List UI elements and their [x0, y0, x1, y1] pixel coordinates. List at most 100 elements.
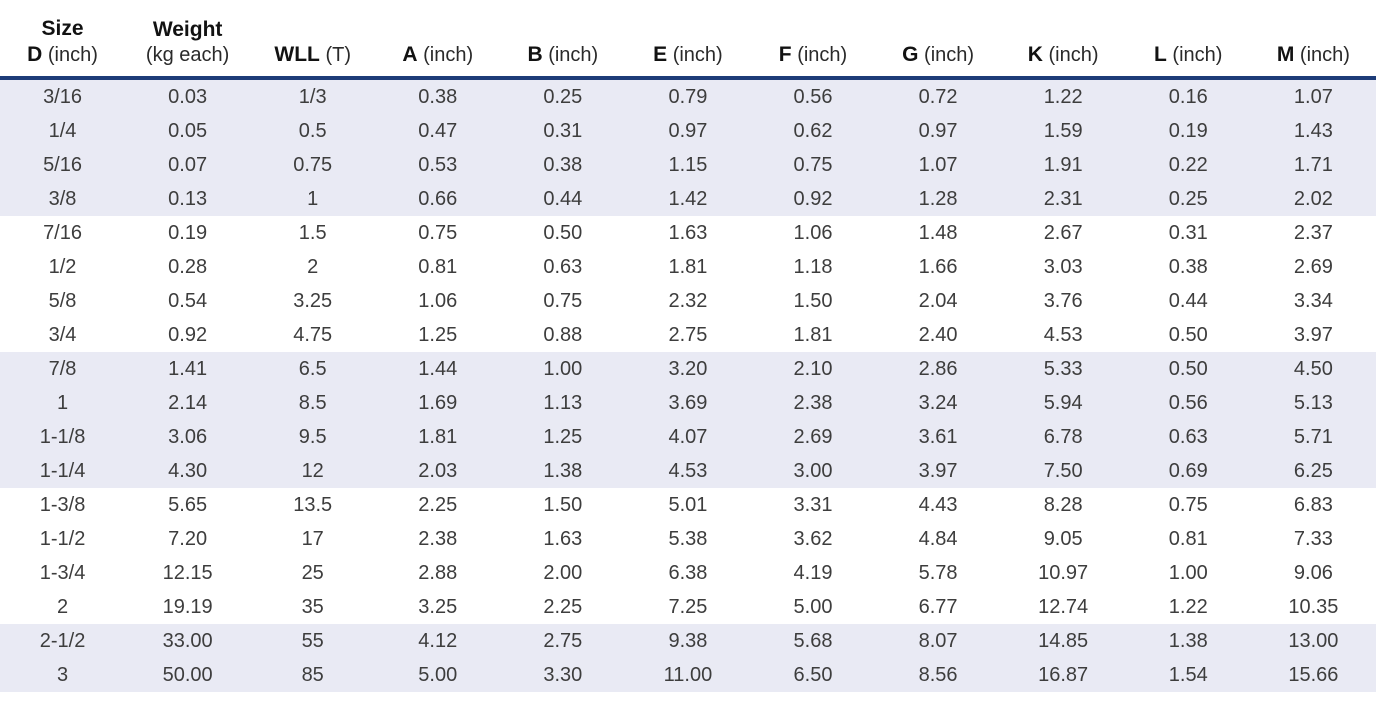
- table-cell: 8.07: [875, 624, 1001, 658]
- table-cell: 1/2: [0, 250, 126, 284]
- column-header-D: Size D (inch): [0, 0, 126, 80]
- table-cell: 5.71: [1250, 420, 1376, 454]
- table-cell: 2.38: [750, 386, 876, 420]
- table-cell: 4.30: [125, 454, 251, 488]
- table-row: 2 19.19 35 3.25 2.25 7.25 5.00 6.77 12.74 1.22 10.…: [0, 590, 1376, 624]
- table-cell: 5.00: [375, 658, 501, 692]
- table-cell: 0.75: [500, 284, 626, 318]
- table-cell: 1.59: [1000, 114, 1126, 148]
- table-cell: 2.40: [875, 318, 1001, 352]
- table-cell: 2.31: [1000, 182, 1126, 216]
- column-header-L: L (inch): [1125, 0, 1251, 80]
- table-cell: 0.19: [125, 216, 251, 250]
- table-cell: 0.79: [625, 78, 751, 114]
- column-header-A: A (inch): [375, 0, 501, 80]
- column-header-label: E (inch): [653, 42, 723, 66]
- table-cell: 1.71: [1250, 148, 1376, 182]
- table-cell: 6.25: [1250, 454, 1376, 488]
- table-cell: 0.25: [1125, 182, 1251, 216]
- table-cell: 1.81: [375, 420, 501, 454]
- column-header-WLL: WLL (T): [250, 0, 376, 80]
- table-cell: 5.38: [625, 522, 751, 556]
- table-cell: 0.19: [1125, 114, 1251, 148]
- table-cell: 3.25: [375, 590, 501, 624]
- table-row: 1-3/8 5.65 13.5 2.25 1.50 5.01 3.31 4.43 8.28 0.7…: [0, 488, 1376, 522]
- table-cell: 2.32: [625, 284, 751, 318]
- table-cell: 0.75: [375, 216, 501, 250]
- table-cell: 1-1/2: [0, 522, 126, 556]
- table-cell: 3.31: [750, 488, 876, 522]
- table-cell: 3.61: [875, 420, 1001, 454]
- table-cell: 0.38: [500, 148, 626, 182]
- table-cell: 0.81: [375, 250, 501, 284]
- table-cell: 25: [250, 556, 376, 590]
- table-cell: 3.00: [750, 454, 876, 488]
- table-cell: 2.37: [1250, 216, 1376, 250]
- table-cell: 3.30: [500, 658, 626, 692]
- table-cell: 1.25: [500, 420, 626, 454]
- table-cell: 2.25: [375, 488, 501, 522]
- table-cell: 1.66: [875, 250, 1001, 284]
- table-row: 1 2.14 8.5 1.69 1.13 3.69 2.38 3.24 5.94 0.56 5.13: [0, 386, 1376, 420]
- table-cell: 5.78: [875, 556, 1001, 590]
- table-cell: 3.62: [750, 522, 876, 556]
- table-cell: 1-1/8: [0, 420, 126, 454]
- table-cell: 0.05: [125, 114, 251, 148]
- table-cell: 13.5: [250, 488, 376, 522]
- table-cell: 1.00: [1125, 556, 1251, 590]
- table-cell: 1.38: [500, 454, 626, 488]
- table-cell: 6.38: [625, 556, 751, 590]
- column-header-label: K (inch): [1027, 42, 1099, 66]
- table-cell: 5/16: [0, 148, 126, 182]
- column-header-label: (kg each): [145, 44, 230, 66]
- table-cell: 3.24: [875, 386, 1001, 420]
- table-cell: 2.25: [500, 590, 626, 624]
- table-cell: 0.56: [750, 78, 876, 114]
- column-header-label: B (inch): [527, 42, 599, 66]
- table-cell: 0.31: [500, 114, 626, 148]
- table-cell: 0.63: [1125, 420, 1251, 454]
- table-cell: 6.78: [1000, 420, 1126, 454]
- table-cell: 0.63: [500, 250, 626, 284]
- table-cell: 3.25: [250, 284, 376, 318]
- table-cell: 0.66: [375, 182, 501, 216]
- table-row: 5/8 0.54 3.25 1.06 0.75 2.32 1.50 2.04 3.76 0.44 3…: [0, 284, 1376, 318]
- table-cell: 1.44: [375, 352, 501, 386]
- table-cell: 2.69: [1250, 250, 1376, 284]
- table-row: 1/4 0.05 0.5 0.47 0.31 0.97 0.62 0.97 1.59 0.19 1.…: [0, 114, 1376, 148]
- column-header-B: B (inch): [500, 0, 626, 80]
- table-cell: 85: [250, 658, 376, 692]
- table-cell: 3/8: [0, 182, 126, 216]
- table-cell: 10.97: [1000, 556, 1126, 590]
- table-cell: 2.02: [1250, 182, 1376, 216]
- table-cell: 0.56: [1125, 386, 1251, 420]
- table-cell: 16.87: [1000, 658, 1126, 692]
- table-cell: 0.13: [125, 182, 251, 216]
- table-cell: 1.00: [500, 352, 626, 386]
- table-cell: 0.5: [250, 114, 376, 148]
- table-cell: 4.12: [375, 624, 501, 658]
- table-row: 7/16 0.19 1.5 0.75 0.50 1.63 1.06 1.48 2.67 0.31 2…: [0, 216, 1376, 250]
- column-header-G: G (inch): [875, 0, 1001, 80]
- table-cell: 3.76: [1000, 284, 1126, 318]
- table-cell: 1.81: [625, 250, 751, 284]
- table-cell: 8.28: [1000, 488, 1126, 522]
- table-cell: 9.5: [250, 420, 376, 454]
- table-cell: 2.88: [375, 556, 501, 590]
- column-header-label: L (inch): [1154, 42, 1223, 66]
- table-cell: 4.50: [1250, 352, 1376, 386]
- column-header-label: G (inch): [902, 42, 975, 66]
- column-header-top-label: Size: [41, 16, 84, 40]
- table-cell: 0.92: [125, 318, 251, 352]
- table-row: 1-3/4 12.15 25 2.88 2.00 6.38 4.19 5.78 10.97 1.0…: [0, 556, 1376, 590]
- table-cell: 4.75: [250, 318, 376, 352]
- column-header-label: A (inch): [402, 42, 474, 66]
- table-cell: 2-1/2: [0, 624, 126, 658]
- table-cell: 0.75: [750, 148, 876, 182]
- table-cell: 3.69: [625, 386, 751, 420]
- table-cell: 1.63: [625, 216, 751, 250]
- column-header-label: M (inch): [1276, 42, 1350, 66]
- header-row: Size D (inch) Weight (kg each) WLL (T) A (inc…: [0, 0, 1376, 80]
- column-header-K: K (inch): [1000, 0, 1126, 80]
- table-cell: 2.14: [125, 386, 251, 420]
